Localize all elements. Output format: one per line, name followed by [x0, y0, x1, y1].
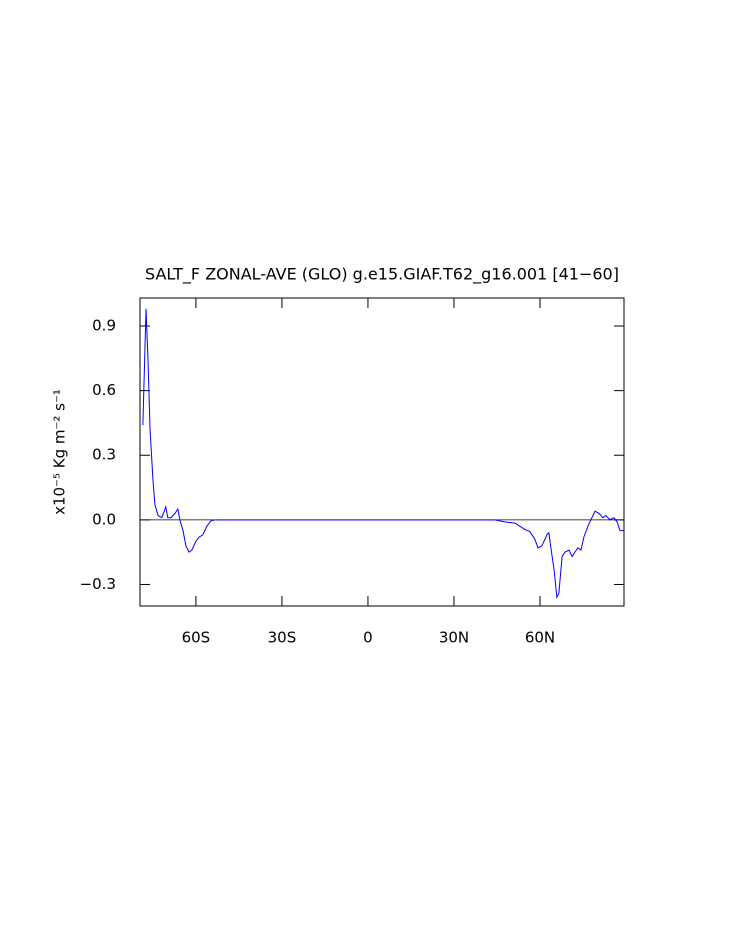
x-tick-label: 60N — [525, 629, 555, 647]
chart-title: SALT_F ZONAL-AVE (GLO) g.e15.GIAF.T62_g1… — [145, 265, 619, 285]
y-tick-label: 0.3 — [92, 446, 116, 464]
plot-frame — [139, 297, 625, 607]
x-tick-label: 30N — [439, 629, 469, 647]
y-tick-label: 0.6 — [92, 381, 116, 399]
x-tick-label: 60S — [182, 629, 211, 647]
x-tick-label: 0 — [363, 629, 373, 647]
x-tick-label: 30S — [268, 629, 297, 647]
y-axis-label: x10⁻⁵ Kg m⁻² s⁻¹ — [51, 389, 69, 515]
y-tick-label: 0.0 — [92, 510, 116, 528]
y-tick-label: 0.9 — [92, 317, 116, 335]
data-line — [142, 308, 624, 600]
y-tick-label: −0.3 — [80, 575, 116, 593]
